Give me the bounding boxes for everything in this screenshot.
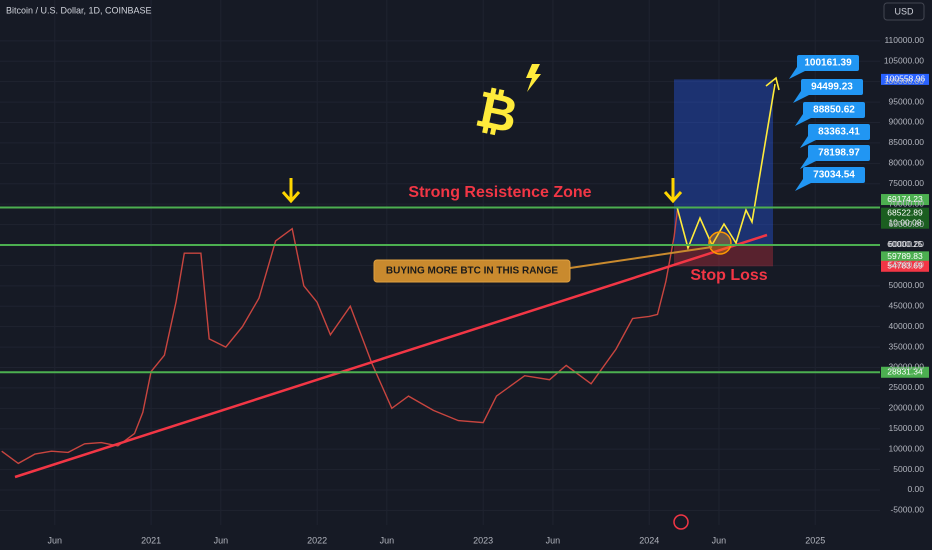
x-tick-label: 2023 <box>473 535 493 545</box>
target-pointer <box>795 114 811 126</box>
target-callout <box>808 145 870 161</box>
target-pointer <box>800 157 816 169</box>
target-pointer <box>793 91 809 103</box>
y-tick-label: 70000.00 <box>889 198 925 208</box>
stop-label-box <box>881 260 929 272</box>
lightning-icon <box>526 64 541 92</box>
y-tick-label: 25000.00 <box>889 382 925 392</box>
countdown-label: 10:00:08 <box>888 217 921 227</box>
current-label-box <box>881 207 929 219</box>
entry-label-box <box>881 251 929 263</box>
target-zone <box>674 79 773 246</box>
y-tick-label: 50000.00 <box>889 280 925 290</box>
y-tick-label: 100000.00 <box>884 76 924 86</box>
stop-text: Stop Loss <box>690 267 767 284</box>
target-text: 73034.54 <box>813 170 855 181</box>
currency-box[interactable] <box>883 2 925 21</box>
price-line <box>1 210 679 465</box>
projection <box>676 83 776 251</box>
target-text: 100161.39 <box>804 58 852 69</box>
zone-text: Strong Resistence Zone <box>408 184 591 201</box>
x-tick-label: Jun <box>712 535 727 545</box>
y-tick-label: 105000.00 <box>884 55 924 65</box>
y-tick-label: 65000.00 <box>889 219 925 229</box>
price-axis <box>880 0 932 550</box>
resistance-label-box <box>881 194 929 206</box>
y-tick-label: 90000.00 <box>889 117 925 127</box>
lower-label: 28831.34 <box>887 367 923 377</box>
time-axis <box>0 532 880 550</box>
y-tick-label: 40000.00 <box>889 321 925 331</box>
down-arrows <box>281 178 683 204</box>
y-tick-label: 95000.00 <box>889 96 925 106</box>
target-text: 83363.41 <box>818 127 860 138</box>
plot <box>1 79 773 465</box>
y-tick-label: 75000.00 <box>889 178 925 188</box>
target-callout <box>797 55 859 71</box>
x-tick-label: 2022 <box>307 535 327 545</box>
target-callout <box>808 124 870 140</box>
y-tick-label: 15000.00 <box>889 423 925 433</box>
x-tick-label: Jun <box>48 535 63 545</box>
buy-box <box>373 259 571 283</box>
target-text: 78198.97 <box>818 148 860 159</box>
y-tick-label: 45000.00 <box>889 300 925 310</box>
y-tick-label: 60000.00 <box>889 239 925 249</box>
y-tick-label: 30000.00 <box>889 362 925 372</box>
buy-text: BUYING MORE BTC IN THIS RANGE <box>386 266 559 277</box>
x-tick-label: 2024 <box>639 535 659 545</box>
entry-label: 59789.83 <box>887 251 923 261</box>
currency[interactable]: USD <box>894 6 914 16</box>
trend-line <box>14 233 768 479</box>
y-tick-label: 110000.00 <box>884 35 924 45</box>
current-label: 68522.89 <box>887 207 923 217</box>
y-tick-label: 20000.00 <box>889 403 925 413</box>
support-label: 60000.25 <box>887 239 923 249</box>
y-tick-label: 10000.00 <box>889 443 925 453</box>
y-tick-label: -5000.00 <box>890 505 924 515</box>
y-tick-label: 80000.00 <box>889 158 925 168</box>
countdown-label-box <box>881 217 929 229</box>
event-icon <box>673 514 689 530</box>
y-tick-label: 35000.00 <box>889 341 925 351</box>
stop-zone <box>674 245 773 267</box>
stop-label: 54783.69 <box>887 261 923 271</box>
target-callout <box>803 102 865 118</box>
lower-label-box <box>881 366 929 378</box>
x-tick-label: Jun <box>214 535 229 545</box>
target-text: 88850.62 <box>813 105 855 116</box>
x-tick-label: Jun <box>546 535 561 545</box>
x-tick-label: 2025 <box>805 535 825 545</box>
y-tick-label: 85000.00 <box>889 137 925 147</box>
projection-arrow <box>765 76 780 91</box>
target-label-box <box>881 73 929 85</box>
x-tick-label: Jun <box>380 535 395 545</box>
y-tick-label: 0.00 <box>907 484 924 494</box>
target-pointer <box>800 136 816 148</box>
buy-connector <box>569 246 713 269</box>
target-callout <box>803 167 865 183</box>
symbol-title: Bitcoin / U.S. Dollar, 1D, COINBASE <box>6 5 152 15</box>
support-label-box <box>881 239 929 251</box>
y-tick-label: 5000.00 <box>893 464 924 474</box>
target-callout <box>801 79 863 95</box>
target-text: 94499.23 <box>811 82 853 93</box>
buy-circle <box>708 231 732 255</box>
target-pointer <box>795 179 811 191</box>
target-label: 100558.96 <box>885 74 925 84</box>
y-tick-label: 55000.00 <box>889 260 925 270</box>
target-pointer <box>789 67 805 79</box>
x-tick-label: 2021 <box>141 535 161 545</box>
resistance-label: 69174.23 <box>887 194 923 204</box>
